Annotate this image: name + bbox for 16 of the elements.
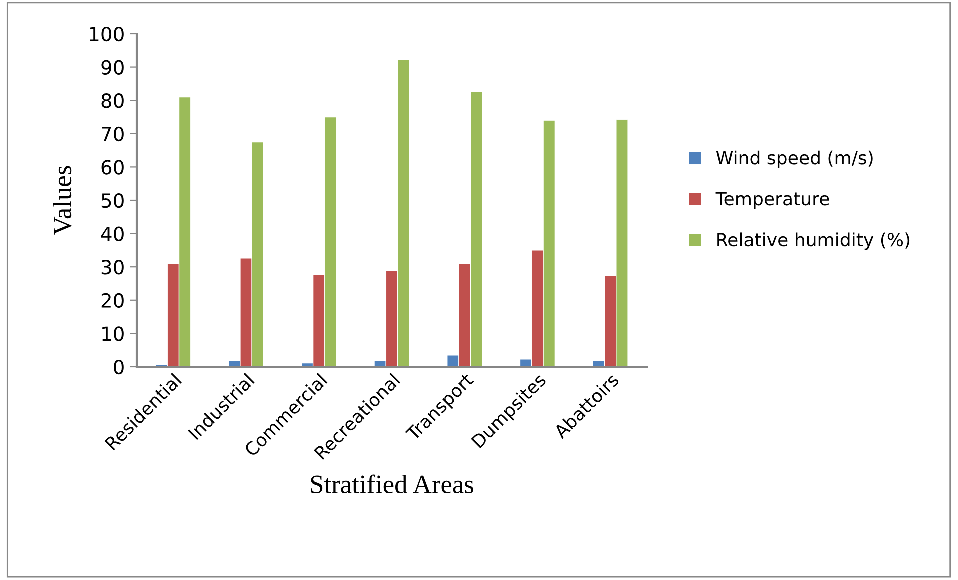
y-tick-label: 100 [90, 26, 124, 42]
y-tick-label: 30 [102, 260, 124, 275]
x-axis-title: Stratified Areas [311, 474, 474, 494]
y-tick-label: 50 [102, 193, 124, 208]
y-tick-label: 80 [102, 94, 124, 108]
legend-label: Relative humidity (%) [718, 232, 910, 250]
y-tick-label: 0 [114, 360, 124, 375]
legend-label: Wind speed (m/s) [716, 150, 873, 168]
y-tick-label: 60 [102, 160, 124, 175]
y-tick-label: 40 [101, 226, 124, 242]
legend-label: Temperature [716, 192, 830, 210]
y-axis-title: Values [53, 166, 72, 236]
y-tick-label: 70 [102, 126, 124, 142]
y-tick-label: 90 [102, 60, 124, 75]
y-tick-label: 20 [102, 293, 124, 308]
y-tick-label: 10 [102, 326, 124, 342]
